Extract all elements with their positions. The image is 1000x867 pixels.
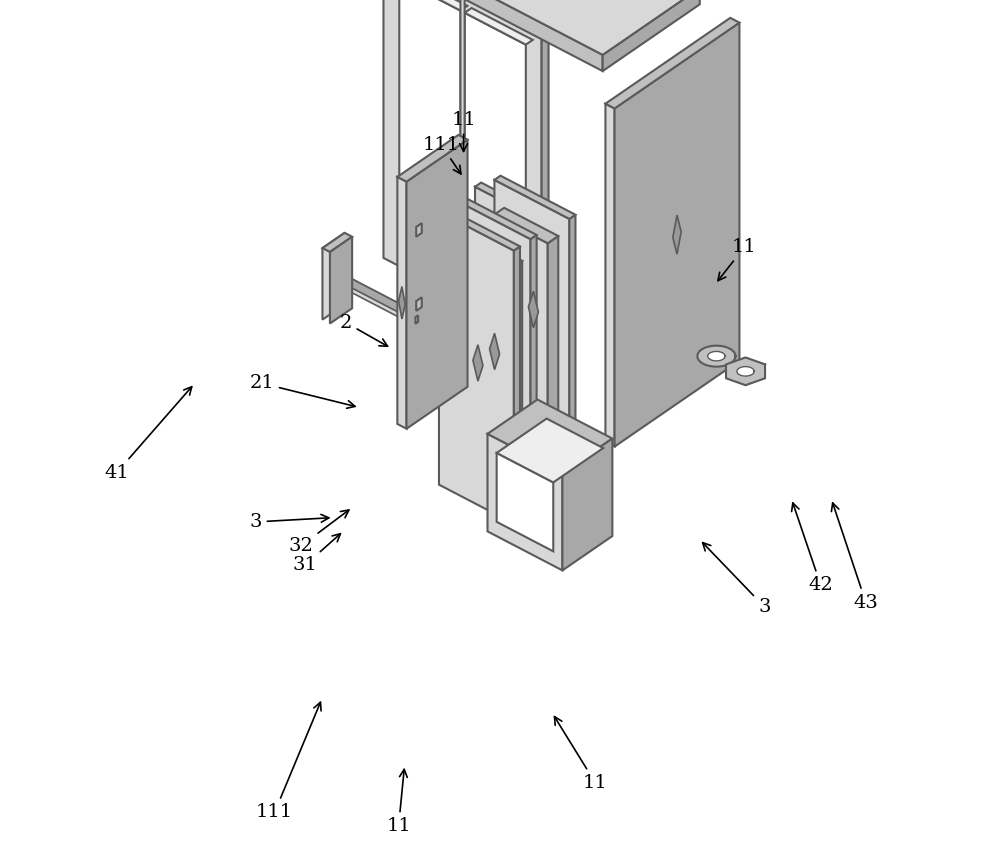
Polygon shape	[528, 250, 539, 439]
Text: 11: 11	[451, 111, 476, 152]
Polygon shape	[488, 400, 612, 473]
Polygon shape	[562, 439, 612, 570]
Polygon shape	[473, 345, 483, 381]
Polygon shape	[497, 419, 603, 482]
Polygon shape	[458, 240, 512, 450]
Polygon shape	[397, 135, 468, 182]
Polygon shape	[458, 232, 522, 268]
Polygon shape	[474, 228, 528, 439]
Polygon shape	[528, 291, 538, 328]
Text: 32: 32	[288, 510, 349, 555]
Polygon shape	[494, 215, 548, 426]
Polygon shape	[494, 180, 569, 447]
Text: 11: 11	[718, 238, 757, 281]
Polygon shape	[343, 274, 419, 323]
Polygon shape	[548, 236, 558, 426]
Text: 3: 3	[249, 513, 329, 531]
Polygon shape	[475, 183, 556, 225]
Polygon shape	[416, 223, 422, 237]
Polygon shape	[605, 18, 739, 108]
Polygon shape	[339, 274, 419, 316]
Polygon shape	[330, 237, 352, 323]
Text: 31: 31	[292, 534, 340, 574]
Polygon shape	[407, 140, 468, 428]
Polygon shape	[395, 0, 700, 55]
Polygon shape	[439, 207, 520, 251]
Polygon shape	[383, 0, 542, 341]
Polygon shape	[465, 8, 533, 44]
Text: 42: 42	[792, 503, 833, 594]
Polygon shape	[416, 297, 422, 311]
Polygon shape	[509, 320, 519, 356]
Polygon shape	[726, 357, 765, 385]
Text: 11: 11	[554, 717, 608, 792]
Text: 43: 43	[831, 503, 878, 611]
Polygon shape	[531, 235, 537, 512]
Polygon shape	[439, 212, 514, 524]
Polygon shape	[474, 221, 539, 257]
Polygon shape	[514, 246, 520, 524]
Text: 111: 111	[256, 702, 321, 821]
Polygon shape	[512, 261, 522, 450]
Polygon shape	[399, 0, 467, 10]
Polygon shape	[708, 351, 725, 361]
Polygon shape	[490, 333, 500, 369]
Polygon shape	[383, 0, 549, 29]
Polygon shape	[497, 453, 553, 551]
Text: 3: 3	[703, 543, 771, 616]
Polygon shape	[550, 222, 556, 499]
Polygon shape	[339, 277, 415, 325]
Polygon shape	[697, 346, 735, 367]
Polygon shape	[399, 286, 405, 319]
Polygon shape	[494, 208, 558, 244]
Polygon shape	[494, 176, 575, 219]
Text: 2: 2	[339, 314, 388, 346]
Polygon shape	[322, 233, 345, 320]
Polygon shape	[673, 215, 681, 254]
Polygon shape	[488, 434, 562, 570]
Text: 111: 111	[422, 136, 461, 174]
Polygon shape	[460, 0, 465, 300]
Polygon shape	[397, 177, 407, 428]
Text: 41: 41	[104, 387, 192, 481]
Text: 21: 21	[249, 375, 355, 408]
Polygon shape	[395, 0, 603, 71]
Polygon shape	[542, 23, 549, 341]
Text: 11: 11	[386, 769, 411, 835]
Polygon shape	[475, 186, 550, 499]
Polygon shape	[603, 0, 700, 71]
Polygon shape	[456, 196, 537, 239]
Polygon shape	[465, 13, 526, 307]
Polygon shape	[737, 367, 754, 376]
Polygon shape	[605, 104, 615, 447]
Polygon shape	[415, 316, 418, 323]
Polygon shape	[399, 0, 460, 273]
Polygon shape	[569, 215, 575, 447]
Polygon shape	[322, 233, 352, 252]
Polygon shape	[456, 200, 531, 512]
Polygon shape	[615, 23, 739, 447]
